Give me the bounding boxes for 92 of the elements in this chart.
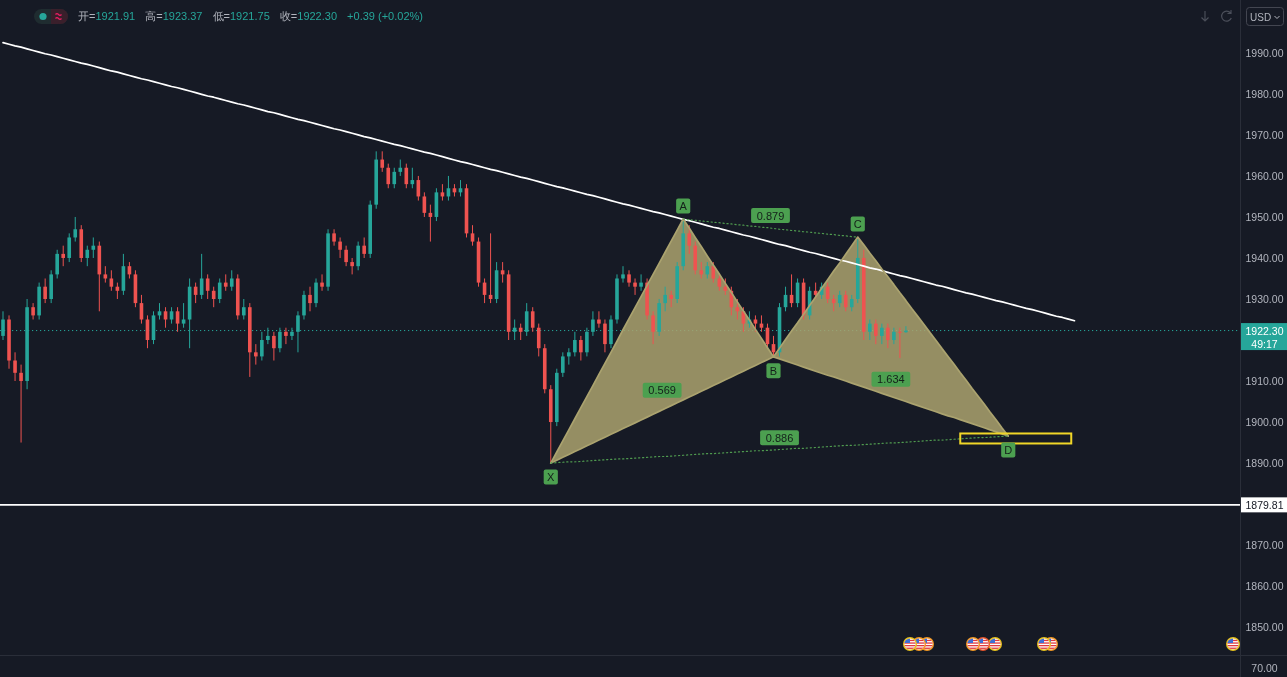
candlestick — [892, 327, 896, 345]
candlestick — [603, 319, 607, 353]
y-tick-label: 1870.00 — [1245, 539, 1284, 552]
y-tick-label: 1990.00 — [1245, 46, 1284, 59]
candlestick — [621, 265, 625, 284]
candlestick — [332, 228, 336, 247]
annotation: 低=1921.75 — [212, 10, 270, 22]
y-tick-label: 1930.00 — [1245, 292, 1284, 305]
series-label: 1.634 — [877, 373, 905, 386]
candlestick — [639, 273, 643, 292]
candlestick — [530, 306, 535, 333]
candlestick — [338, 236, 342, 259]
candlestick — [362, 236, 366, 259]
y-tick-label: 1970.00 — [1245, 128, 1284, 141]
candlestick — [278, 327, 282, 353]
candlestick — [843, 290, 848, 312]
data-label: X — [547, 471, 556, 484]
candlestick — [536, 323, 541, 357]
series-label: 0.886 — [765, 431, 794, 444]
candlestick — [320, 273, 324, 292]
candlestick — [868, 319, 872, 341]
candlestick — [386, 163, 391, 189]
candlestick — [43, 277, 47, 304]
candlestick — [898, 327, 902, 359]
candlestick — [163, 306, 168, 329]
y-tick-label: 1890.00 — [1245, 457, 1284, 470]
candlestick — [356, 241, 360, 271]
candlestick — [229, 269, 234, 292]
candlestick — [91, 236, 96, 259]
annotation: 高=1923.37 — [145, 10, 203, 22]
y-tick-label: 1960.00 — [1245, 169, 1284, 182]
text: 70.00 — [1251, 662, 1278, 674]
text: 49:17 — [1251, 337, 1278, 350]
candlestick — [627, 269, 631, 288]
ref-line-label: 1879.81 — [1245, 498, 1284, 511]
candlestick — [711, 261, 716, 284]
text: USD — [1250, 11, 1272, 23]
candlestick — [392, 167, 397, 189]
data-label: A — [679, 200, 688, 213]
candlestick — [260, 331, 264, 362]
candlestick — [272, 331, 276, 362]
candlestick — [470, 224, 475, 247]
candlestick — [19, 364, 23, 444]
candlestick — [217, 277, 222, 304]
y-tick-label: 1900.00 — [1245, 416, 1284, 429]
y-tick-label: 1940.00 — [1245, 251, 1284, 264]
candlestick — [241, 298, 246, 320]
candlestick — [344, 245, 348, 267]
candlestick — [651, 310, 655, 345]
line-series — [682, 218, 859, 238]
candlestick — [350, 257, 354, 275]
y-tick-label: 1980.00 — [1245, 87, 1284, 100]
candlestick — [573, 331, 577, 357]
y-tick-label: 1950.00 — [1245, 210, 1284, 223]
candlestick — [109, 269, 114, 292]
candlestick — [663, 286, 667, 312]
candlestick — [284, 327, 288, 345]
candlestick — [561, 351, 565, 378]
candlestick — [380, 150, 385, 173]
candlestick — [597, 310, 601, 329]
y-tick-label: 1850.00 — [1245, 621, 1284, 634]
candlestick — [886, 323, 890, 349]
candlestick — [290, 327, 294, 341]
ref-line-label: 1922.30 — [1245, 324, 1284, 337]
line-series — [2, 41, 1076, 322]
candlestick — [55, 249, 59, 279]
candlestick — [67, 232, 72, 263]
y-tick-label: 1910.00 — [1245, 375, 1284, 388]
candlestick — [880, 323, 884, 345]
data-label: C — [853, 218, 862, 231]
data-label: D — [1004, 443, 1013, 456]
candlestick — [308, 286, 312, 312]
annotation: 收=1922.30 — [279, 10, 338, 22]
candlestick — [687, 224, 692, 255]
data-label: B — [769, 364, 778, 377]
candlestick — [85, 245, 90, 267]
candlestick — [73, 216, 78, 243]
candlestick — [61, 245, 66, 267]
annotation: +0.39 (+0.02%) — [347, 10, 423, 22]
candlestick — [314, 277, 318, 308]
candlestick — [13, 351, 17, 382]
candlestick — [633, 277, 637, 296]
candlestick — [579, 335, 583, 362]
annotation: 开=1921.91 — [78, 10, 136, 22]
candlestick — [31, 302, 35, 320]
series-label: 0.569 — [648, 384, 676, 397]
series-label: 0.879 — [756, 209, 785, 222]
candlestick — [266, 327, 270, 345]
candlestick — [874, 319, 878, 345]
candlestick — [302, 290, 306, 320]
y-tick-label: 1860.00 — [1245, 580, 1284, 593]
candlestick — [254, 343, 258, 366]
